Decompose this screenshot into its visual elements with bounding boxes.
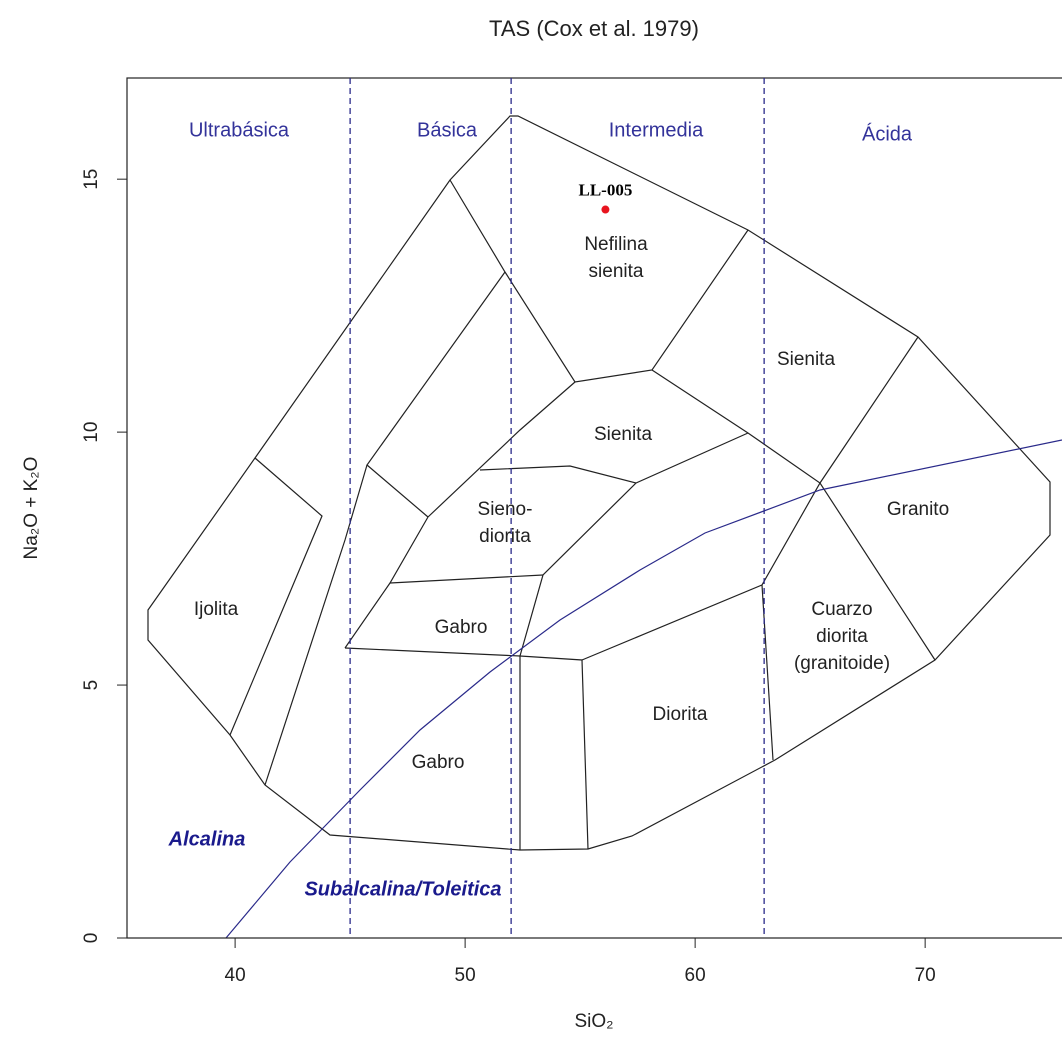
field-label: Gabro	[435, 617, 488, 638]
region-label: Ultrabásica	[189, 119, 290, 141]
plot-frame	[126, 77, 1062, 939]
field-line	[479, 432, 749, 484]
field-line	[264, 464, 368, 786]
x-axis-label: SiO₂	[574, 1011, 613, 1032]
field-label: Cuarzo	[811, 599, 872, 620]
field-line	[519, 482, 637, 850]
field-line	[344, 647, 589, 850]
field-line	[651, 369, 936, 661]
x-tick-label: 60	[685, 965, 706, 986]
field-label: (granitoide)	[794, 653, 890, 674]
y-tick-label: 0	[81, 933, 102, 944]
field-label: Gabro	[412, 752, 465, 773]
series-label: Subalcalina/Toleitica	[304, 878, 501, 900]
y-axis-label: Na₂O + K₂O	[21, 457, 42, 560]
x-tick-label: 70	[915, 965, 936, 986]
region-label: Intermedia	[609, 119, 704, 141]
field-label: Sienita	[777, 349, 836, 370]
field-line	[229, 457, 323, 736]
field-label: Nefilina	[584, 234, 648, 255]
x-tick-label: 50	[455, 965, 476, 986]
field-line	[761, 336, 919, 586]
field-label: diorita	[816, 626, 868, 647]
field-label: diorita	[479, 526, 531, 547]
point-label: LL-005	[579, 180, 633, 199]
region-label: Ácida	[862, 122, 913, 145]
series-label: Alcalina	[168, 828, 246, 850]
field-label: Granito	[887, 499, 949, 520]
region-label: Básica	[417, 119, 478, 141]
data-point	[601, 205, 610, 214]
field-label: Diorita	[653, 704, 708, 725]
field-line	[389, 574, 544, 584]
field-line	[366, 271, 506, 518]
field-label: Sienita	[594, 424, 653, 445]
field-label: Sieno-	[478, 499, 533, 520]
field-label: sienita	[589, 261, 644, 282]
field-line	[427, 381, 576, 518]
field-boundaries	[147, 115, 1051, 851]
chart-title: TAS (Cox et al. 1979)	[489, 16, 699, 41]
y-tick-label: 15	[81, 169, 102, 190]
field-label: Ijolita	[194, 599, 239, 620]
y-tick-label: 10	[81, 422, 102, 443]
field-line	[581, 584, 774, 761]
y-tick-label: 5	[81, 680, 102, 691]
x-tick-label: 40	[225, 965, 246, 986]
alkaline-divide	[225, 439, 1062, 939]
field-line	[344, 516, 429, 649]
